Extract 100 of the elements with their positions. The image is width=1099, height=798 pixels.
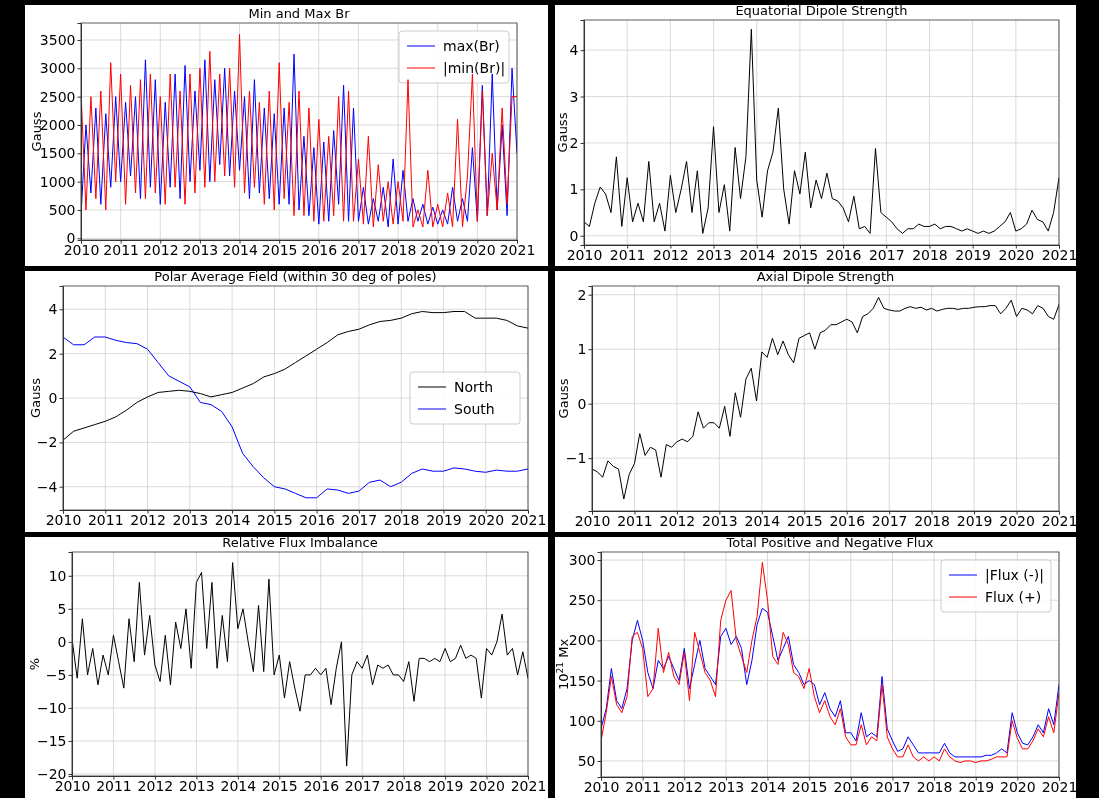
chart-title: Axial Dipole Strength: [756, 269, 895, 284]
y-tick-label: 50: [577, 752, 596, 769]
chart-title: Total Positive and Negative Flux: [725, 535, 934, 550]
x-tick-label: 2015: [257, 512, 293, 529]
line-series: [63, 311, 528, 441]
x-tick-label: 2013: [696, 247, 732, 264]
x-tick-label: 2019: [427, 778, 464, 795]
x-tick-label: 2017: [871, 513, 908, 530]
y-axis-title: Gauss: [554, 112, 570, 153]
x-tick-label: 2018: [914, 513, 950, 530]
x-tick-label: 2019: [420, 242, 457, 259]
x-tick-label: 2014: [222, 242, 258, 259]
x-tick-label: 2010: [574, 513, 611, 530]
x-tick-label: 2018: [916, 779, 953, 796]
line-series: [601, 561, 1059, 764]
x-tick-label: 2017: [344, 778, 381, 795]
x-tick-label: 2013: [179, 778, 215, 795]
line-series: [584, 28, 1059, 234]
x-tick-label: 2010: [583, 779, 620, 796]
x-tick-label: 2010: [45, 512, 82, 529]
x-tick-label: 2011: [625, 779, 661, 796]
x-tick-label: 2012: [666, 779, 703, 796]
x-tick-label: 2017: [868, 247, 905, 264]
x-tick-label: 2011: [617, 513, 653, 530]
x-tick-label: 2014: [750, 779, 786, 796]
chart-title: Min and Max Br: [248, 6, 351, 21]
x-tick-label: 2020: [1000, 779, 1036, 796]
x-tick-label: 2013: [182, 242, 219, 259]
x-tick-label: 2018: [383, 512, 420, 529]
x-tick-label: 2016: [825, 247, 862, 264]
x-tick-label: 2015: [261, 778, 298, 795]
y-tick-label: 5: [57, 600, 67, 617]
y-axis-title: Gauss: [27, 377, 43, 418]
legend-label: Flux (+): [985, 588, 1042, 605]
x-tick-label: 2012: [653, 247, 689, 264]
x-tick-label: 2020: [468, 512, 505, 529]
y-tick-label: 10: [48, 567, 67, 584]
x-tick-label: 2013: [702, 513, 738, 530]
x-tick-label: 2011: [87, 512, 124, 529]
legend-label: |Flux (-)|: [985, 566, 1044, 584]
x-tick-label: 2019: [955, 247, 991, 264]
y-tick-label: 3000: [39, 60, 76, 77]
x-tick-label: 2018: [386, 778, 422, 795]
y-tick-label: 0: [57, 633, 67, 650]
x-tick-label: 2013: [172, 512, 209, 529]
x-tick-label: 2011: [609, 247, 646, 264]
y-tick-label: −5: [45, 666, 67, 683]
y-tick-label: 0: [577, 395, 587, 412]
x-tick-label: 2021: [1041, 779, 1078, 796]
x-tick-label: 2010: [566, 247, 603, 264]
x-tick-label: 2014: [744, 513, 781, 530]
x-tick-label: 2014: [214, 512, 251, 529]
x-tick-label: 2020: [460, 242, 496, 259]
x-tick-label: 2020: [998, 247, 1035, 264]
x-tick-label: 2021: [510, 512, 547, 529]
y-tick-label: 4: [569, 42, 579, 59]
x-tick-label: 2016: [301, 242, 338, 259]
x-tick-label: 2021: [1041, 513, 1078, 530]
x-tick-label: 2018: [912, 247, 948, 264]
x-tick-label: 2012: [130, 512, 166, 529]
x-tick-label: 2020: [469, 778, 505, 795]
x-tick-label: 2015: [786, 513, 823, 530]
x-tick-label: 2013: [708, 779, 745, 796]
x-tick-label: 2015: [782, 247, 819, 264]
y-tick-label: 2: [48, 345, 58, 362]
x-tick-label: 2016: [829, 513, 866, 530]
y-tick-label: −10: [36, 699, 67, 716]
x-tick-label: 2016: [303, 778, 340, 795]
y-tick-label: 1: [577, 341, 587, 358]
y-tick-label: 100: [568, 712, 596, 729]
x-tick-label: 2021: [510, 778, 547, 795]
x-tick-label: 2019: [956, 513, 993, 530]
line-series: [592, 296, 1059, 500]
x-tick-label: 2010: [63, 242, 100, 259]
x-tick-label: 2016: [299, 512, 336, 529]
y-tick-label: 500: [48, 201, 76, 218]
y-tick-label: −2: [36, 434, 58, 451]
y-tick-label: 200: [568, 632, 596, 649]
x-tick-label: 2011: [96, 778, 132, 795]
legend-label: South: [454, 400, 495, 417]
y-tick-label: 2: [569, 134, 579, 151]
x-tick-label: 2012: [659, 513, 696, 530]
x-tick-label: 2012: [142, 242, 179, 259]
x-tick-label: 2018: [380, 242, 417, 259]
x-tick-label: 2012: [137, 778, 174, 795]
y-tick-label: 150: [568, 672, 596, 689]
legend-label: North: [454, 378, 494, 395]
x-tick-label: 2019: [958, 779, 995, 796]
y-axis-title: %: [26, 657, 42, 671]
x-tick-label: 2017: [875, 779, 911, 796]
x-tick-label: 2014: [739, 247, 776, 264]
x-tick-label: 2017: [341, 512, 378, 529]
y-tick-label: 3: [569, 88, 579, 105]
x-tick-label: 2011: [103, 242, 139, 259]
x-tick-label: 2021: [1041, 247, 1078, 264]
x-tick-label: 2016: [833, 779, 870, 796]
y-tick-label: 2500: [39, 88, 76, 105]
line-series: [63, 336, 528, 499]
x-tick-label: 2015: [261, 242, 298, 259]
x-tick-label: 2015: [791, 779, 828, 796]
